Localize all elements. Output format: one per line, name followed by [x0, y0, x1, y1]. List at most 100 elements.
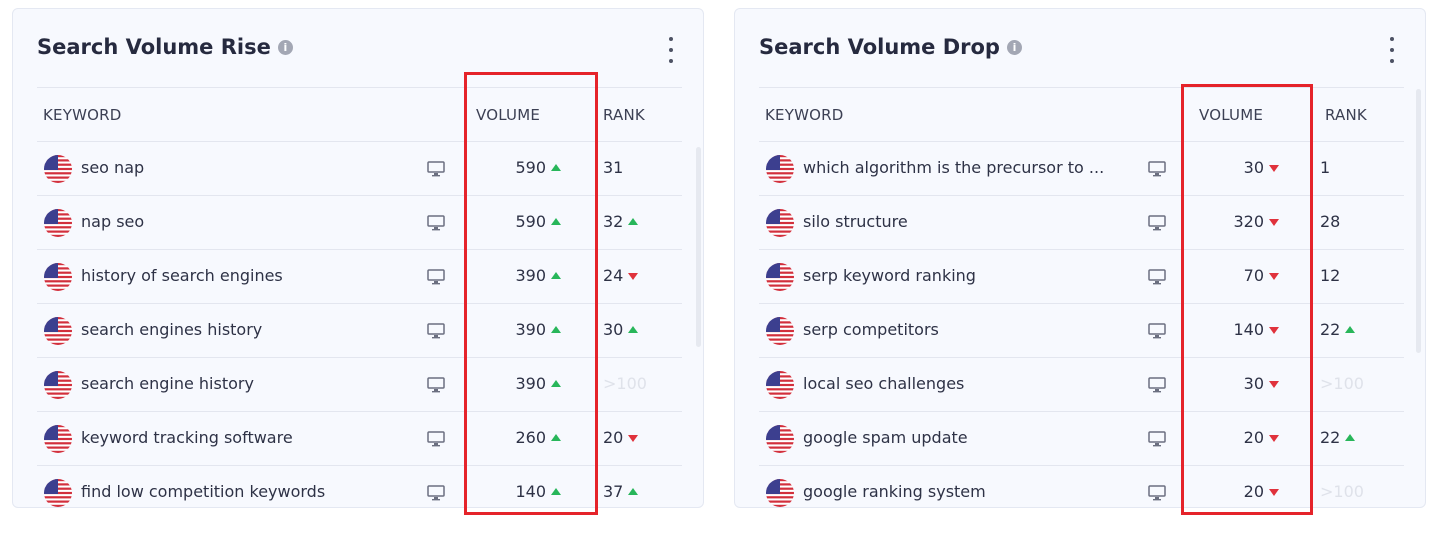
table-row[interactable]: google ranking system 20 >100 [759, 465, 1404, 507]
desktop-icon [427, 431, 445, 447]
volume-cell: 140 [471, 482, 561, 501]
trend-up-icon [551, 272, 561, 279]
keyword-text[interactable]: google spam update [803, 428, 968, 447]
table-row[interactable]: serp competitors 140 22 [759, 303, 1404, 357]
rank-value: 22 [1320, 320, 1341, 339]
us-flag-icon [766, 425, 794, 453]
rank-value: 1 [1320, 158, 1331, 177]
rank-cell: 22 [1320, 320, 1356, 339]
trend-up-icon [551, 380, 561, 387]
scrollbar[interactable] [696, 147, 701, 347]
info-icon[interactable]: i [277, 39, 293, 55]
table-row[interactable]: google spam update 20 22 [759, 411, 1404, 465]
keyword-text[interactable]: silo structure [803, 212, 908, 231]
rank-value: >100 [603, 374, 647, 393]
trend-up-icon [1345, 434, 1356, 441]
table-row[interactable]: which algorithm is the precursor to ... 3… [759, 141, 1404, 195]
keyword-text[interactable]: local seo challenges [803, 374, 965, 393]
desktop-icon [427, 161, 445, 177]
keyword-table: KEYWORD VOLUME RANK which algorithm is t… [759, 87, 1404, 507]
volume-cell: 590 [471, 212, 561, 231]
rank-cell: >100 [1320, 482, 1364, 501]
rank-cell: 1 [1320, 158, 1330, 177]
us-flag-icon [44, 479, 72, 507]
keyword-text[interactable]: google ranking system [803, 482, 986, 501]
kebab-menu-icon[interactable] [1385, 37, 1399, 63]
trend-up-icon [551, 164, 561, 171]
keyword-text[interactable]: nap seo [81, 212, 145, 231]
desktop-icon [1148, 377, 1166, 393]
kebab-menu-icon[interactable] [664, 37, 678, 63]
keyword-text[interactable]: serp keyword ranking [803, 266, 976, 285]
info-icon[interactable]: i [1006, 39, 1022, 55]
desktop-icon [1148, 485, 1166, 501]
keyword-text[interactable]: keyword tracking software [81, 428, 293, 447]
trend-up-icon [551, 434, 561, 441]
trend-up-icon [628, 326, 639, 333]
volume-cell: 70 [1189, 266, 1279, 285]
table-row[interactable]: search engine history 390 >100 [37, 357, 682, 411]
trend-down-icon [1269, 273, 1279, 280]
rank-cell: 12 [1320, 266, 1340, 285]
rank-column-header[interactable]: RANK [1325, 106, 1367, 124]
keyword-text[interactable]: find low competition keywords [81, 482, 326, 501]
keyword-text[interactable]: search engine history [81, 374, 254, 393]
table-row[interactable]: local seo challenges 30 >100 [759, 357, 1404, 411]
trend-up-icon [551, 326, 561, 333]
volume-cell: 590 [471, 158, 561, 177]
volume-cell: 320 [1189, 212, 1279, 231]
desktop-icon [427, 215, 445, 231]
rank-value: 24 [603, 266, 624, 285]
us-flag-icon [766, 209, 794, 237]
table-row[interactable]: keyword tracking software 260 20 [37, 411, 682, 465]
rank-value: >100 [1320, 374, 1364, 393]
volume-cell: 140 [1189, 320, 1279, 339]
rank-value: 22 [1320, 428, 1341, 447]
volume-value: 20 [1243, 428, 1264, 447]
rank-value: 32 [603, 212, 624, 231]
us-flag-icon [766, 371, 794, 399]
us-flag-icon [766, 155, 794, 183]
volume-value: 320 [1233, 212, 1264, 231]
table-row[interactable]: history of search engines 390 24 [37, 249, 682, 303]
volume-column-header[interactable]: VOLUME [476, 106, 541, 124]
keyword-text[interactable]: serp competitors [803, 320, 939, 339]
trend-down-icon [1269, 435, 1279, 442]
panel-title-text: Search Volume Drop [759, 35, 1000, 59]
keyword-text[interactable]: search engines history [81, 320, 263, 339]
table-row[interactable]: seo nap 590 31 [37, 141, 682, 195]
search-volume-rise-panel: Search Volume Rise i KEYWORD VOLUME RANK… [12, 8, 704, 508]
volume-value: 390 [515, 320, 546, 339]
us-flag-icon [44, 209, 72, 237]
us-flag-icon [766, 317, 794, 345]
rank-value: 37 [603, 482, 624, 501]
desktop-icon [427, 485, 445, 501]
volume-column-header[interactable]: VOLUME [1199, 106, 1264, 124]
rank-column-header[interactable]: RANK [603, 106, 645, 124]
table-row[interactable]: nap seo 590 32 [37, 195, 682, 249]
desktop-icon [1148, 323, 1166, 339]
keyword-column-header[interactable]: KEYWORD [43, 106, 122, 124]
us-flag-icon [44, 155, 72, 183]
rank-cell: 30 [603, 320, 639, 339]
rank-cell: >100 [603, 374, 647, 393]
volume-cell: 390 [471, 266, 561, 285]
scrollbar[interactable] [1416, 89, 1421, 353]
keyword-text[interactable]: seo nap [81, 158, 145, 177]
trend-up-icon [551, 218, 561, 225]
table-row[interactable]: silo structure 320 28 [759, 195, 1404, 249]
volume-value: 30 [1243, 158, 1264, 177]
keyword-table: KEYWORD VOLUME RANK seo nap 590 31 nap seo 5… [37, 87, 682, 507]
trend-down-icon [628, 273, 639, 280]
desktop-icon [427, 323, 445, 339]
table-row[interactable]: serp keyword ranking 70 12 [759, 249, 1404, 303]
table-row[interactable]: find low competition keywords 140 37 [37, 465, 682, 507]
keyword-text[interactable]: history of search engines [81, 266, 283, 285]
rank-cell: 28 [1320, 212, 1340, 231]
keyword-column-header[interactable]: KEYWORD [765, 106, 844, 124]
volume-value: 390 [515, 374, 546, 393]
keyword-text[interactable]: which algorithm is the precursor to ... [803, 158, 1105, 177]
rank-cell: 31 [603, 158, 623, 177]
table-header: KEYWORD VOLUME RANK [759, 87, 1404, 141]
table-row[interactable]: search engines history 390 30 [37, 303, 682, 357]
